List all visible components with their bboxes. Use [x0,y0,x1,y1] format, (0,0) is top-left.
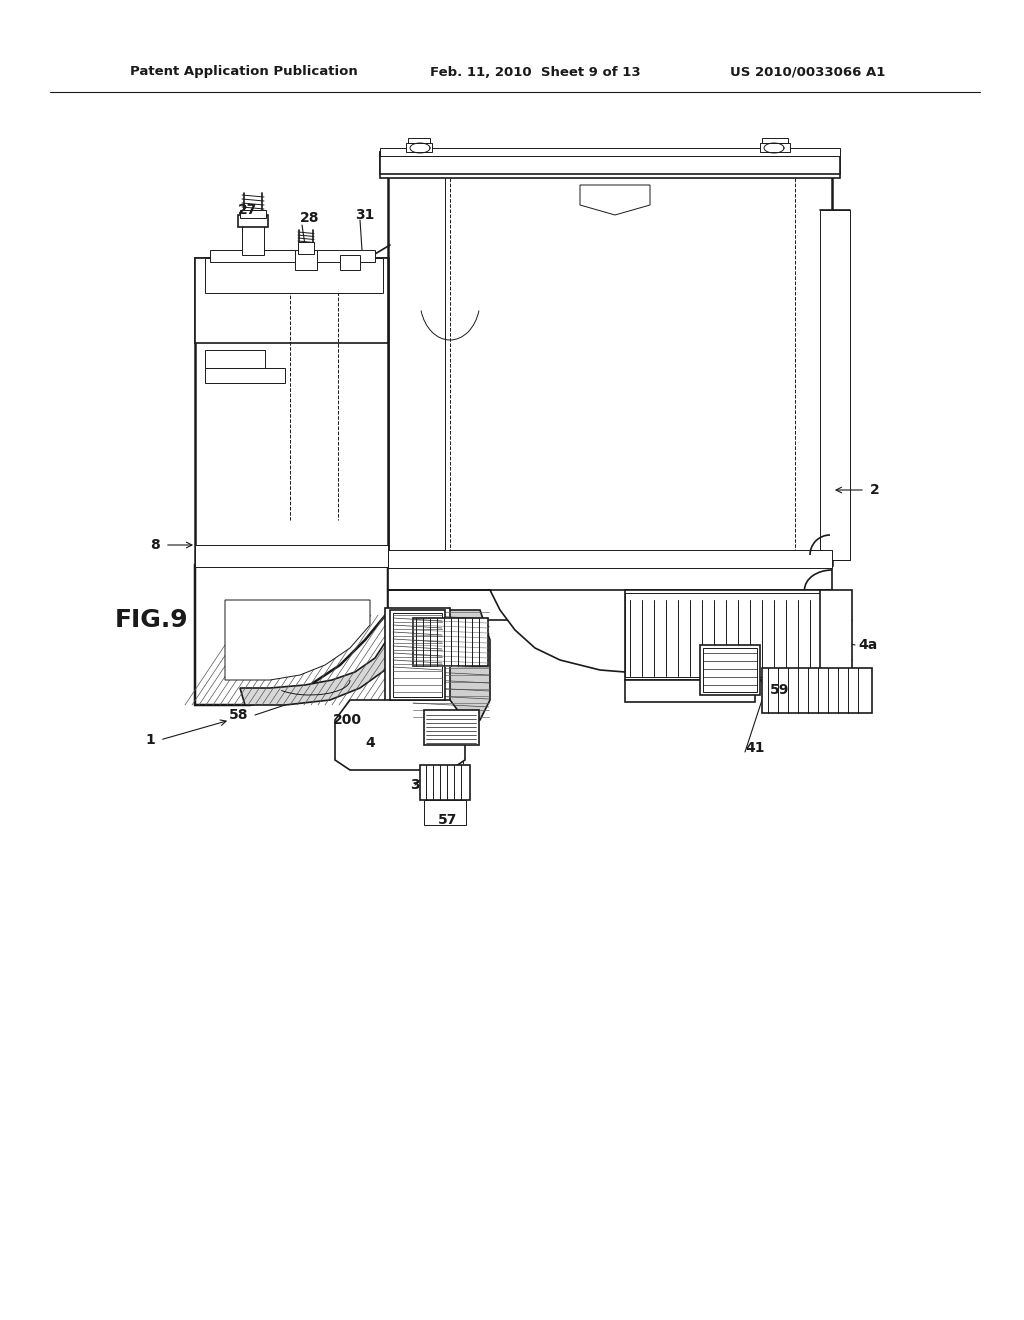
Bar [420,766,470,800]
Polygon shape [762,139,788,143]
Text: 31: 31 [355,209,375,222]
Bar [340,255,360,271]
Polygon shape [408,139,430,143]
Bar [820,210,850,560]
Polygon shape [760,143,790,152]
Text: 41: 41 [745,741,765,755]
Bar [424,710,479,744]
Text: Patent Application Publication: Patent Application Publication [130,66,357,78]
Polygon shape [406,610,490,719]
Text: 2: 2 [870,483,880,498]
Polygon shape [580,185,650,215]
Bar [700,645,760,696]
Bar [388,550,831,568]
Bar [195,257,388,343]
Text: 4: 4 [366,737,375,750]
Polygon shape [240,610,412,705]
Bar [298,242,314,253]
Bar [625,680,755,702]
Text: 59: 59 [770,682,790,697]
Polygon shape [195,565,388,705]
Text: 1: 1 [145,733,155,747]
Text: Feb. 11, 2010  Sheet 9 of 13: Feb. 11, 2010 Sheet 9 of 13 [430,66,641,78]
Bar [625,593,831,677]
Bar [762,668,872,713]
Bar [240,210,266,218]
Polygon shape [335,700,465,770]
Text: 28: 28 [300,211,319,224]
Bar [625,590,831,680]
Bar [703,648,757,692]
Text: 4a: 4a [858,638,878,652]
Bar [388,565,831,620]
Text: 8: 8 [151,539,160,552]
Bar [295,249,317,271]
Bar [393,612,442,697]
Bar [413,618,488,667]
Bar [388,162,831,565]
Bar [390,610,445,700]
Bar [205,368,285,383]
Bar [205,350,265,368]
Bar [380,148,840,156]
Bar [195,545,388,568]
Text: FIG.9: FIG.9 [115,609,188,632]
Bar [424,800,466,825]
Bar [242,224,264,255]
Polygon shape [388,590,831,675]
Polygon shape [406,143,432,152]
Text: 58: 58 [228,708,248,722]
Bar [385,609,450,704]
Polygon shape [225,601,370,680]
Bar [205,257,383,293]
Text: US 2010/0033066 A1: US 2010/0033066 A1 [730,66,886,78]
Text: 57: 57 [438,813,458,828]
Text: 3: 3 [410,777,420,792]
Text: 27: 27 [239,203,258,216]
Bar [820,590,852,696]
Polygon shape [380,152,840,178]
Text: 200: 200 [333,713,362,727]
Bar [380,152,840,174]
Bar [238,215,268,227]
Bar [210,249,375,261]
Bar [195,257,388,565]
